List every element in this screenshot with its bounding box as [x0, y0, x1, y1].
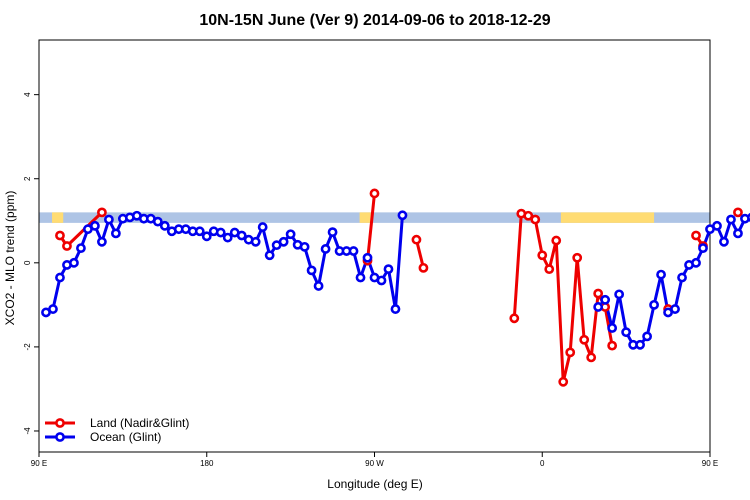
ocean-point-26 — [222, 232, 233, 243]
ocean-point-51 — [397, 210, 408, 221]
land-point-18 — [586, 352, 597, 363]
y-tick-label-4: 4 — [23, 92, 32, 97]
ocean-point-25 — [215, 227, 226, 238]
ocean-point-37 — [299, 241, 310, 252]
land-point-15 — [565, 347, 576, 358]
land-point-21 — [607, 340, 618, 351]
x-tick-label-1: 180 — [200, 459, 214, 468]
ocean-point-10 — [110, 228, 121, 239]
ocean-point-50 — [390, 304, 401, 314]
reference-band — [39, 212, 710, 223]
ocean-point-30 — [250, 236, 261, 247]
ocean-point-1 — [48, 304, 58, 314]
land-point-16 — [572, 252, 583, 263]
land-series-line-1 — [366, 193, 376, 261]
ocean-point-49 — [383, 264, 394, 275]
y-tick-label-0: -4 — [23, 427, 32, 435]
land-point-2 — [97, 207, 107, 218]
land-point-5 — [411, 234, 422, 245]
ocean-point-56 — [621, 327, 632, 338]
ocean-point-72 — [733, 228, 743, 239]
ocean-point-67 — [698, 243, 708, 254]
ocean-point-45 — [355, 272, 366, 283]
land-point-10 — [530, 214, 541, 225]
ocean-legend-label: Ocean (Glint) — [90, 430, 161, 444]
land-point-7 — [509, 313, 520, 324]
land-point-14 — [558, 376, 569, 387]
land-point-19 — [593, 288, 604, 299]
land-point-0 — [55, 230, 65, 241]
ocean-point-28 — [236, 230, 247, 241]
ocean-series-line-1 — [597, 216, 750, 347]
ocean-point-46 — [362, 252, 373, 263]
ocean-point-23 — [201, 231, 212, 242]
land-point-25 — [733, 207, 743, 218]
ocean-point-17 — [159, 220, 170, 231]
ocean-point-55 — [614, 289, 625, 300]
land-band-segment-2 — [560, 212, 655, 223]
ocean-point-54 — [607, 323, 618, 333]
ocean-point-2 — [55, 272, 65, 283]
x-tick-label-2: 90 W — [365, 459, 384, 468]
ocean-point-53 — [600, 294, 611, 305]
y-tick-label-2: 0 — [23, 260, 32, 265]
ocean-point-60 — [649, 299, 659, 310]
ocean-point-16 — [152, 216, 163, 227]
ocean-point-58 — [635, 339, 646, 350]
ocean-point-52 — [593, 302, 604, 312]
x-tick-label-3: 0 — [540, 459, 545, 468]
ocean-point-35 — [285, 229, 296, 240]
ocean-point-32 — [264, 250, 275, 261]
ocean-point-48 — [376, 275, 387, 286]
y-tick-label-3: 2 — [23, 176, 32, 181]
ocean-point-70 — [719, 236, 729, 247]
ocean-point-7 — [90, 220, 100, 231]
x-tick-label-4: 90 E — [702, 459, 718, 468]
ocean-point-34 — [278, 236, 289, 247]
y-axis-label: XCO2 - MLO trend (ppm) — [3, 191, 17, 326]
ocean-point-59 — [642, 331, 652, 342]
ocean-legend-marker — [55, 432, 65, 442]
land-point-12 — [544, 264, 555, 275]
ocean-point-5 — [76, 243, 86, 254]
land-point-6 — [418, 262, 429, 273]
land-point-1 — [62, 241, 72, 251]
land-band-segment-1 — [359, 212, 371, 223]
ocean-point-63 — [670, 304, 680, 314]
land-point-17 — [579, 334, 590, 345]
land-legend-label: Land (Nadir&Glint) — [90, 416, 189, 430]
ocean-point-38 — [306, 265, 317, 276]
land-point-11 — [537, 250, 548, 261]
ocean-point-22 — [194, 226, 205, 237]
ocean-point-8 — [97, 236, 107, 247]
ocean-point-61 — [656, 269, 666, 280]
ocean-point-39 — [313, 281, 324, 291]
plot-area: 90 E 180 90 W 0 90 E -4 -2 0 2 4 Land (Nadir&Glint… — [23, 39, 750, 468]
x-tick-label-0: 90 E — [31, 459, 47, 468]
land-point-13 — [551, 235, 562, 246]
ocean-point-66 — [691, 257, 701, 268]
land-legend-marker — [55, 418, 65, 428]
ocean-point-31 — [257, 222, 268, 232]
ocean-point-69 — [712, 220, 722, 231]
ocean-point-4 — [69, 257, 79, 268]
ocean-point-40 — [320, 244, 331, 254]
x-axis-label: Longitude (deg E) — [327, 477, 422, 491]
ocean-point-64 — [677, 272, 687, 283]
plot-frame — [38, 39, 711, 453]
land-band-segment-0 — [52, 212, 64, 223]
ocean-point-9 — [103, 214, 114, 225]
chart-title: 10N-15N June (Ver 9) 2014-09-06 to 2018-… — [199, 12, 550, 29]
legend: Land (Nadir&Glint)Ocean (Glint) — [45, 416, 189, 444]
ocean-point-41 — [327, 227, 338, 238]
land-point-23 — [691, 230, 701, 241]
land-point-9 — [523, 210, 534, 221]
ocean-point-44 — [348, 246, 359, 256]
y-tick-label-1: -2 — [23, 343, 32, 351]
ocean-point-71 — [726, 214, 736, 225]
land-point-4 — [369, 188, 380, 199]
